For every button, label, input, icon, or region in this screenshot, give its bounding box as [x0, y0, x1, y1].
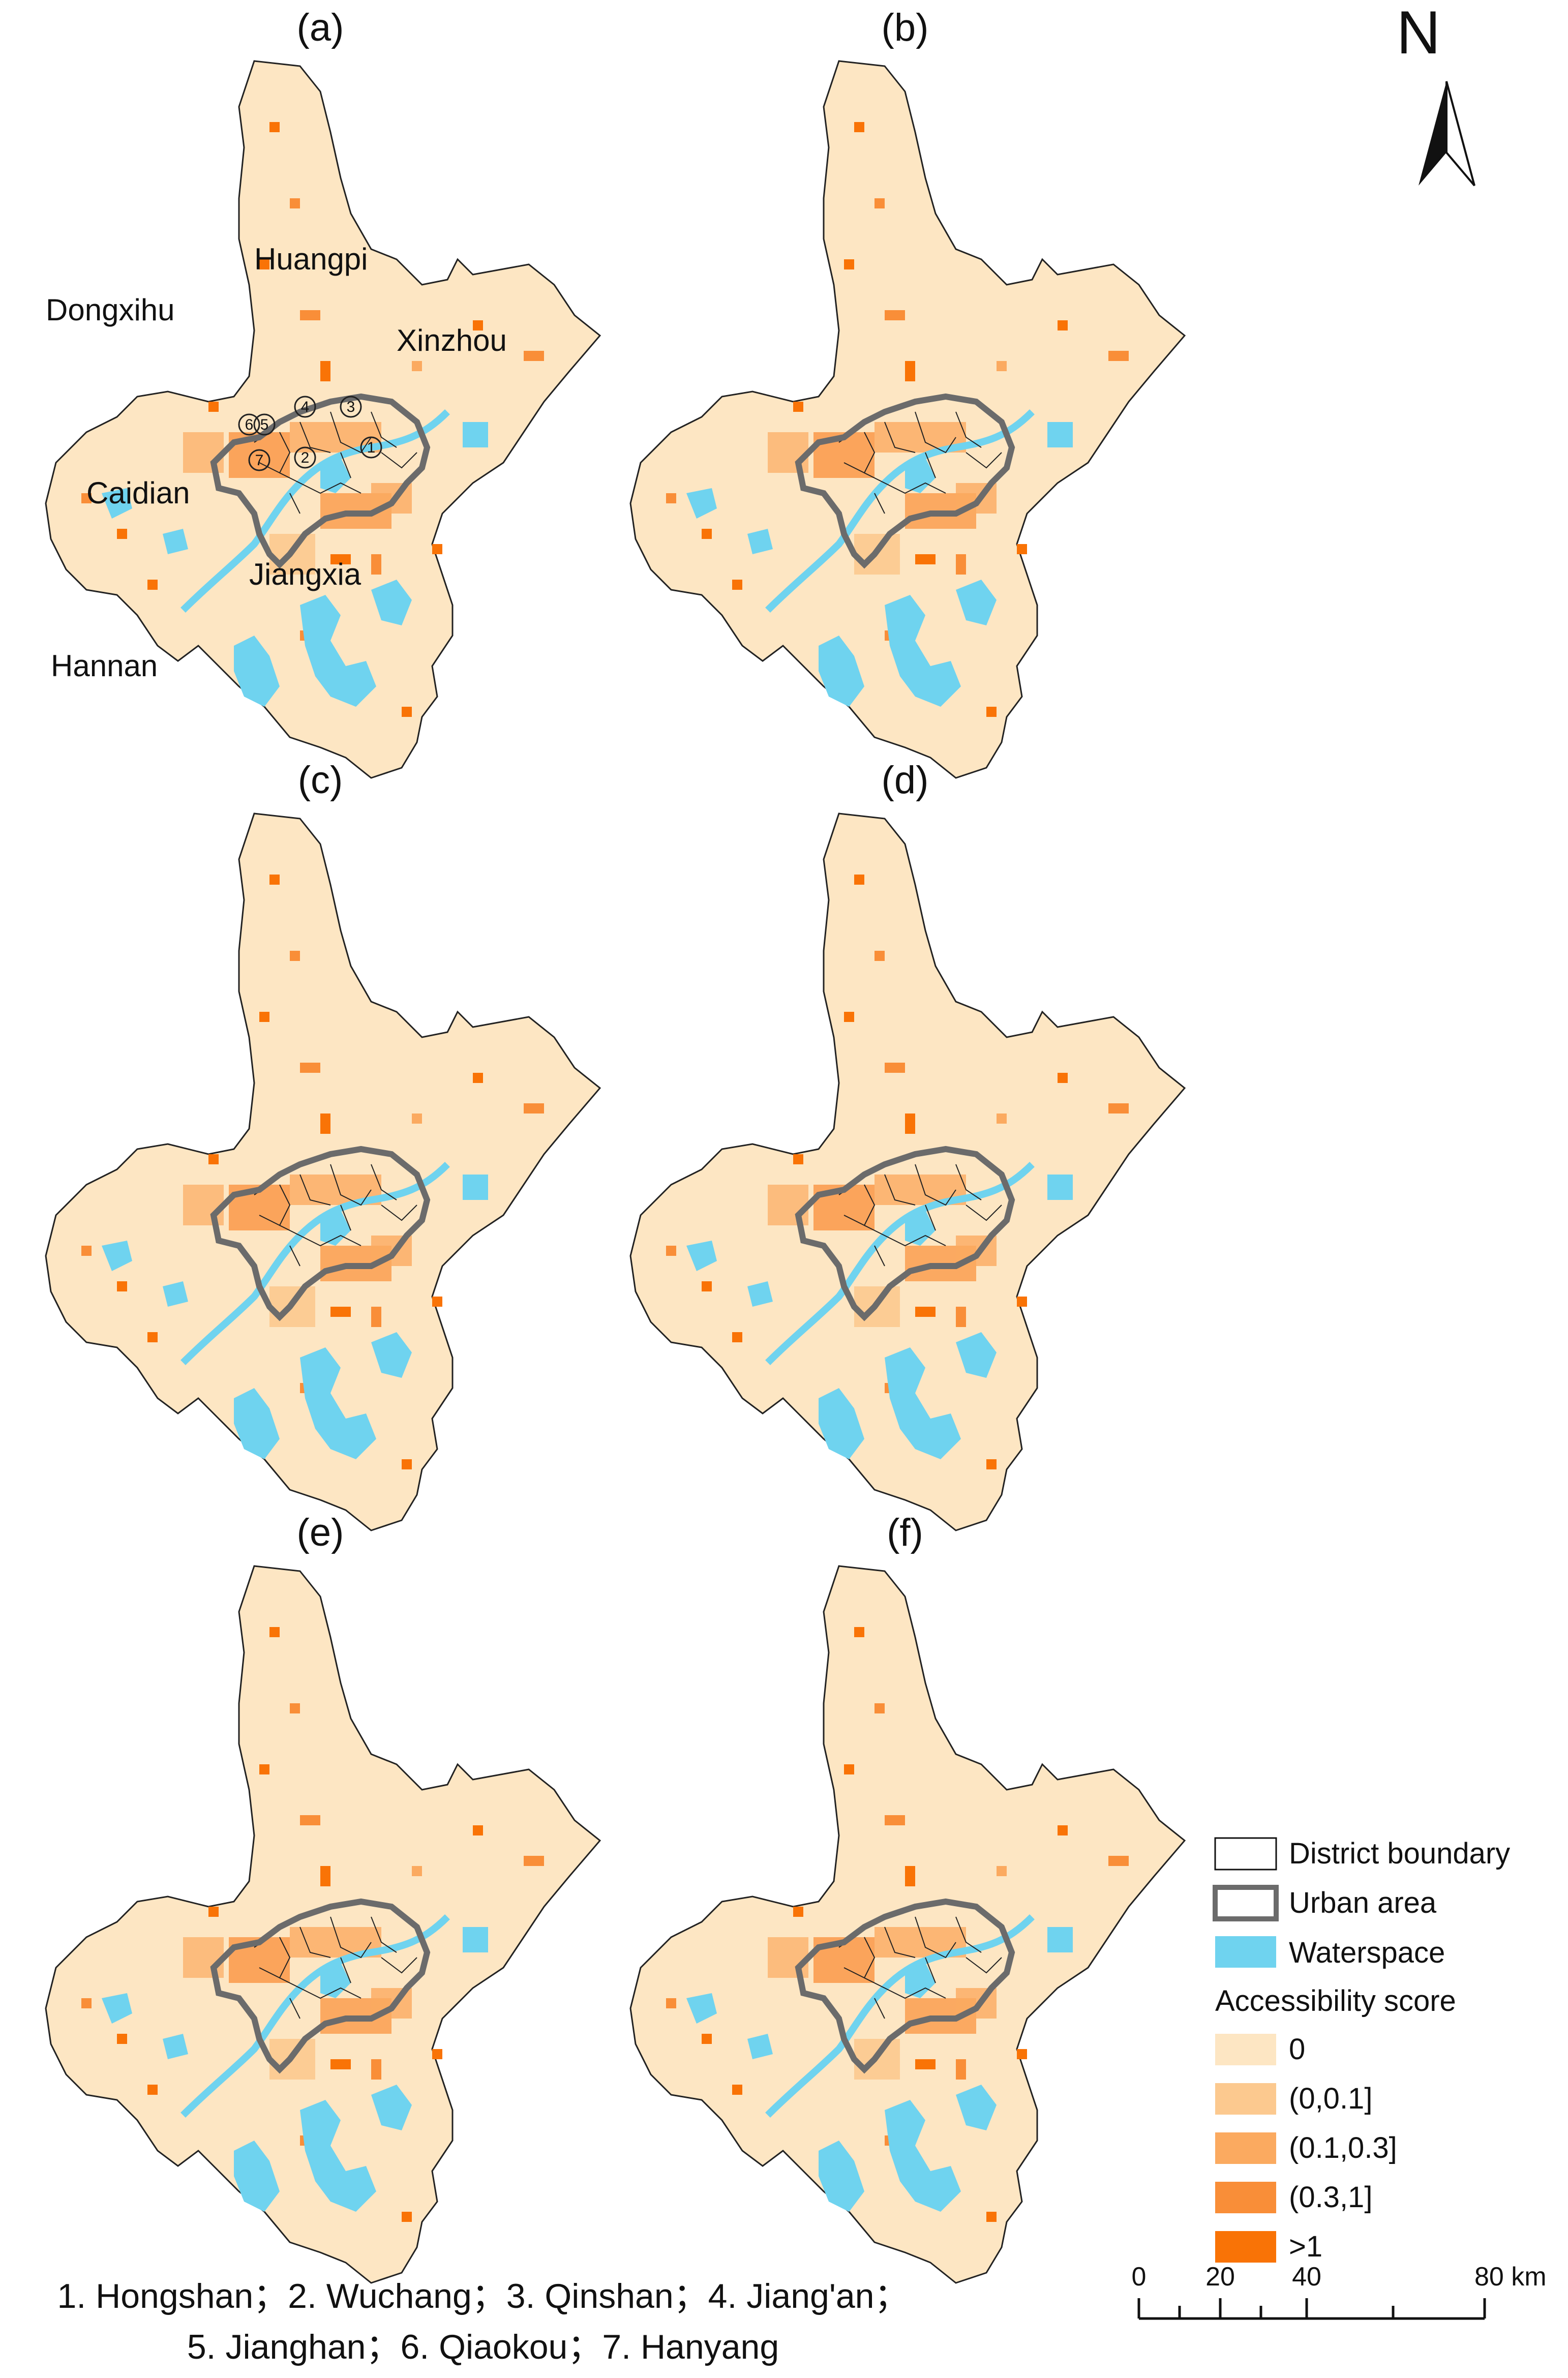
legend-class-swatch [1215, 2231, 1276, 2263]
map-panel: (c) [45, 759, 601, 1531]
district-number-circle [253, 413, 276, 436]
scale-tick-20: 20 [1205, 2262, 1235, 2292]
map-panel: (a) Huangpi Dongxihu Xinzhou Caidian Jiangxia… [45, 6, 601, 779]
legend-class-label: 0 [1289, 2033, 1305, 2066]
map-panel: (e) [45, 1511, 601, 2284]
legend-class-label: (0.3,1] [1289, 2181, 1372, 2214]
legend-class-swatch [1215, 2182, 1276, 2213]
caption-line-1: 1. Hongshan；2. Wuchang；3. Qinshan；4. Jia… [57, 2277, 909, 2315]
north-arrow-letter: N [1397, 0, 1441, 67]
scale-tick-80: 80 km [1474, 2262, 1547, 2292]
map-panel: (f) [629, 1511, 1186, 2284]
place-label-jiangxia: Jiangxia [249, 557, 361, 591]
legend-water-swatch [1215, 1936, 1276, 1968]
district-number-7: 7 [255, 452, 264, 469]
place-label-caidian: Caidian [86, 476, 190, 510]
district-number-circle [238, 413, 260, 436]
map-panel: (d) [629, 759, 1186, 1531]
panel-label: (b) [882, 6, 929, 49]
district-number-circle [248, 449, 270, 471]
north-arrow-right-icon [1445, 81, 1475, 187]
scale-tick-40: 40 [1292, 2262, 1321, 2292]
legend-district-label: District boundary [1289, 1837, 1510, 1870]
legend-class-swatch [1215, 2132, 1276, 2164]
legend-district-swatch [1214, 1837, 1277, 1871]
place-label-dongxihu: Dongxihu [46, 293, 175, 327]
panel-label: (e) [297, 1511, 344, 1554]
legend-score-title: Accessibility score [1215, 1984, 1456, 2018]
north-arrow: N [1397, 0, 1475, 187]
scale-tick-0: 0 [1132, 2262, 1147, 2292]
legend-class-swatch [1215, 2034, 1276, 2065]
map-panel: (b) [629, 6, 1186, 779]
district-number-2: 2 [301, 449, 310, 466]
legend-urban-label: Urban area [1289, 1886, 1437, 1919]
district-number-circle [294, 396, 316, 418]
district-number-circle [294, 446, 316, 469]
district-number-3: 3 [347, 399, 355, 415]
scale-bar: 0 20 40 80 km [1132, 2262, 1547, 2320]
panel-label: (c) [298, 759, 343, 802]
legend-class-label: (0.1,0.3] [1289, 2131, 1397, 2164]
district-number-5: 5 [260, 416, 269, 433]
place-label-hannan: Hannan [51, 649, 158, 683]
district-number-6: 6 [245, 416, 254, 433]
legend-water-label: Waterspace [1289, 1936, 1445, 1969]
legend: District boundary Urban area Waterspace … [1213, 1837, 1510, 2263]
north-arrow-left-icon [1419, 81, 1446, 186]
district-number-circle [360, 436, 382, 459]
legend-class-swatch [1215, 2083, 1276, 2115]
legend-urban-swatch [1213, 1885, 1279, 1921]
place-label-huangpi: Huangpi [254, 242, 368, 276]
district-number-circle [340, 396, 362, 418]
district-number-1: 1 [367, 439, 376, 456]
panel-label: (f) [887, 1511, 923, 1554]
place-label-xinzhou: Xinzhou [397, 323, 507, 357]
legend-class-label: (0,0.1] [1289, 2082, 1372, 2115]
panel-label: (d) [882, 759, 929, 802]
caption-line-2: 5. Jianghan；6. Qiaokou；7. Hanyang [187, 2328, 779, 2366]
district-number-4: 4 [301, 399, 310, 415]
legend-class-label: >1 [1289, 2230, 1322, 2263]
panel-label: (a) [297, 6, 344, 49]
